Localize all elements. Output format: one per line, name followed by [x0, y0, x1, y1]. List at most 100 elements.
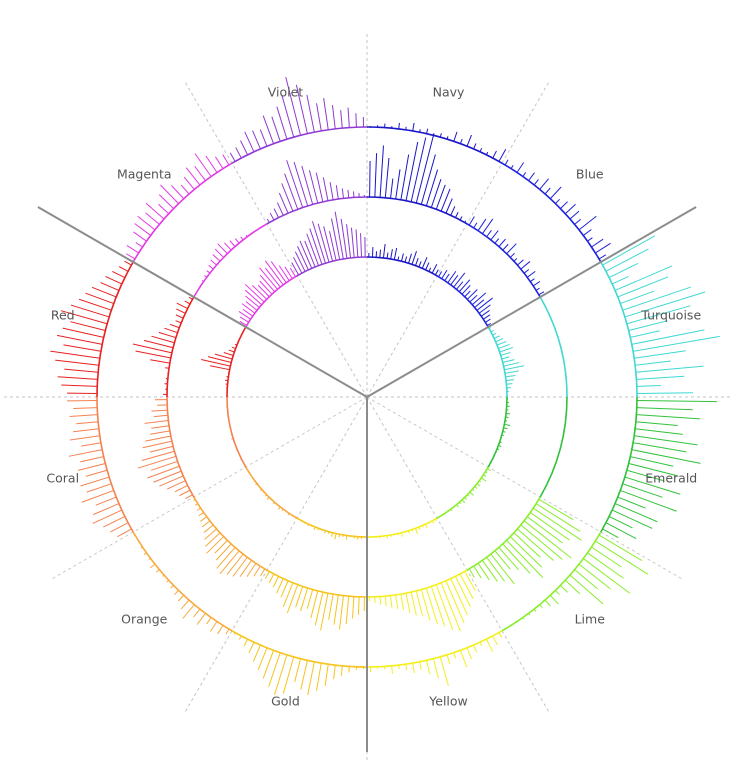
- bar-gold: [272, 576, 279, 588]
- bar-magenta: [244, 283, 265, 303]
- bar-red: [175, 314, 184, 319]
- bar-navy: [425, 169, 439, 207]
- bar-violet: [335, 185, 339, 200]
- bar-gold: [306, 589, 314, 609]
- bar-turquoise: [631, 329, 705, 345]
- bar-blue: [466, 289, 478, 300]
- bar-red: [70, 304, 110, 318]
- bar-lime: [535, 503, 581, 532]
- bar-navy: [430, 179, 442, 208]
- bar-blue: [523, 269, 530, 274]
- bar-yellow: [415, 590, 424, 617]
- bar-lime: [523, 520, 572, 559]
- ring-arc-coral: [96, 396, 134, 533]
- bar-turquoise: [611, 275, 629, 285]
- bar-yellow: [445, 580, 465, 624]
- bar-gold: [282, 656, 295, 694]
- bar-navy: [398, 122, 400, 129]
- bar-gold: [320, 593, 329, 631]
- sector-label-blue: Blue: [576, 166, 604, 181]
- bar-coral: [153, 470, 182, 483]
- bar-lime: [482, 560, 498, 582]
- bar-coral: [166, 480, 186, 490]
- bar-lime: [583, 558, 631, 594]
- ring-arc-emerald: [539, 396, 568, 498]
- bar-yellow: [412, 663, 415, 674]
- bar-emerald: [605, 522, 637, 539]
- bar-coral: [110, 522, 129, 533]
- ring-arc-orange: [245, 466, 298, 519]
- bar-turquoise: [503, 362, 520, 367]
- bar-navy: [450, 206, 456, 216]
- bar-magenta: [284, 266, 293, 279]
- bar-blue: [485, 318, 491, 323]
- ring-arc-magenta: [245, 275, 298, 328]
- bar-turquoise: [626, 305, 691, 325]
- bar-red: [135, 350, 171, 359]
- bar-blue: [538, 291, 545, 296]
- bar-gold: [307, 661, 315, 696]
- bar-turquoise: [617, 276, 669, 298]
- sector-label-orange: Orange: [121, 612, 167, 627]
- bar-red: [228, 349, 235, 353]
- bar-yellow: [485, 638, 494, 652]
- bar-navy: [411, 251, 417, 265]
- bar-violet: [322, 177, 329, 201]
- bar-lime: [591, 546, 622, 568]
- sector-guide-line: [50, 396, 368, 580]
- bar-turquoise: [624, 291, 706, 318]
- ring-arc-yellow: [366, 517, 438, 538]
- bar-lime: [494, 550, 511, 570]
- ring-arc-magenta: [132, 162, 233, 263]
- bar-emerald: [635, 421, 678, 427]
- bar-blue: [483, 314, 491, 320]
- bar-blue: [476, 297, 493, 311]
- bar-coral: [73, 407, 98, 410]
- bar-turquoise: [495, 338, 504, 343]
- bar-violet: [229, 152, 236, 162]
- bar-navy: [466, 134, 472, 147]
- bar-magenta: [224, 242, 232, 251]
- bar-red: [176, 308, 186, 314]
- sector-label-magenta: Magenta: [117, 166, 172, 181]
- bar-violet: [331, 218, 341, 260]
- bar-navy: [379, 145, 384, 198]
- bar-violet: [323, 98, 329, 130]
- bar-orange: [214, 539, 228, 554]
- bar-magenta: [244, 289, 263, 306]
- bar-navy: [434, 269, 439, 276]
- bar-blue: [450, 274, 459, 286]
- bar-yellow: [455, 576, 471, 608]
- bar-magenta: [180, 184, 190, 195]
- track-rings: [96, 126, 638, 668]
- bar-navy: [395, 169, 401, 200]
- bar-gold: [294, 658, 302, 683]
- bar-violet: [347, 107, 350, 128]
- bar-yellow: [473, 644, 478, 653]
- bar-red: [91, 286, 117, 298]
- bar-turquoise: [499, 347, 513, 353]
- bar-blue: [569, 210, 580, 220]
- bar-red: [143, 339, 174, 349]
- ring-arc-yellow: [366, 569, 468, 598]
- bar-blue: [469, 294, 478, 303]
- ring-arc-navy: [366, 256, 438, 277]
- bar-gold: [333, 665, 336, 680]
- ring-arc-coral: [226, 396, 247, 468]
- bar-gold: [357, 596, 360, 615]
- bar-magenta: [257, 284, 270, 298]
- bar-red: [85, 292, 114, 305]
- bar-orange: [206, 536, 225, 554]
- bar-magenta: [183, 176, 195, 190]
- bar-lime: [481, 477, 487, 482]
- bar-red: [63, 344, 101, 352]
- ring-arc-lime: [466, 496, 541, 571]
- bar-red: [55, 359, 99, 366]
- bar-red: [70, 321, 106, 332]
- bar-navy: [408, 253, 412, 264]
- bar-blue: [506, 243, 517, 255]
- bar-gold: [274, 654, 288, 696]
- bar-red: [64, 368, 99, 373]
- bar-gold: [340, 665, 343, 676]
- bar-coral: [76, 421, 99, 425]
